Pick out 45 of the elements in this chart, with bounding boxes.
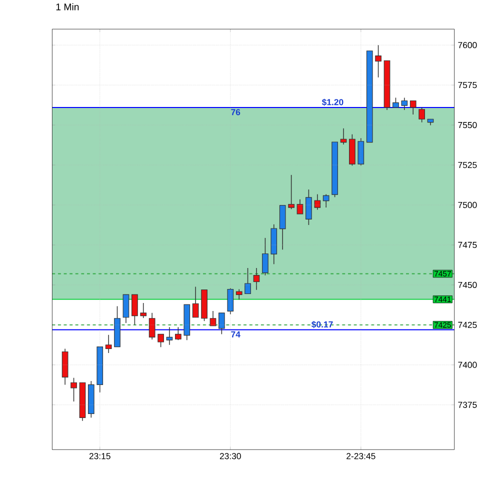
x-tick-label: 23:30 <box>220 453 241 460</box>
y-tick-label: 7575 <box>458 82 477 88</box>
annotation: $0.17 <box>311 320 333 328</box>
candlestick <box>253 268 260 290</box>
y-tick-label: 7600 <box>458 42 477 48</box>
annotation: 76 <box>230 109 240 116</box>
x-tick-label: 2-23:45 <box>346 453 376 460</box>
candlestick <box>392 97 399 108</box>
candlestick <box>140 302 146 318</box>
candlestick <box>305 189 312 226</box>
candlestick <box>279 204 286 250</box>
candlestick <box>418 107 425 123</box>
x-tick-label: 23:15 <box>89 453 110 460</box>
candlestick <box>166 326 172 346</box>
candlestick <box>288 174 294 210</box>
chart-title: 1 Min <box>56 3 78 10</box>
candlestick <box>296 199 303 214</box>
candlestick <box>322 194 330 208</box>
candlestick <box>148 312 156 340</box>
y-tick-label: 7550 <box>458 122 477 128</box>
annotation: 74 <box>230 331 240 338</box>
y-tick-label: 7500 <box>458 202 477 208</box>
y-tick-label: 7425 <box>458 322 477 328</box>
candlestick <box>174 326 182 340</box>
candlestick <box>236 288 242 300</box>
candlestick <box>262 238 268 276</box>
candlestick <box>157 334 164 348</box>
candlestick <box>122 294 129 324</box>
candlestick <box>192 286 199 318</box>
candlestick <box>70 377 77 402</box>
annotation: $1.20 <box>322 98 344 106</box>
candlestick <box>410 100 416 115</box>
y-tick-label: 7375 <box>458 402 477 408</box>
candlestick <box>210 310 216 326</box>
candlestick <box>105 334 112 354</box>
y-tick-label: 7450 <box>458 282 477 288</box>
candlestick <box>218 312 225 335</box>
candlestick <box>401 97 408 110</box>
candlestick <box>244 268 251 294</box>
candlestick <box>131 294 138 326</box>
candlestick <box>374 44 382 78</box>
y-tick-label: 7525 <box>458 162 477 168</box>
y-tick-label: 7400 <box>458 362 477 368</box>
y-tick-label: 7475 <box>458 242 477 248</box>
candlestick <box>314 194 320 210</box>
